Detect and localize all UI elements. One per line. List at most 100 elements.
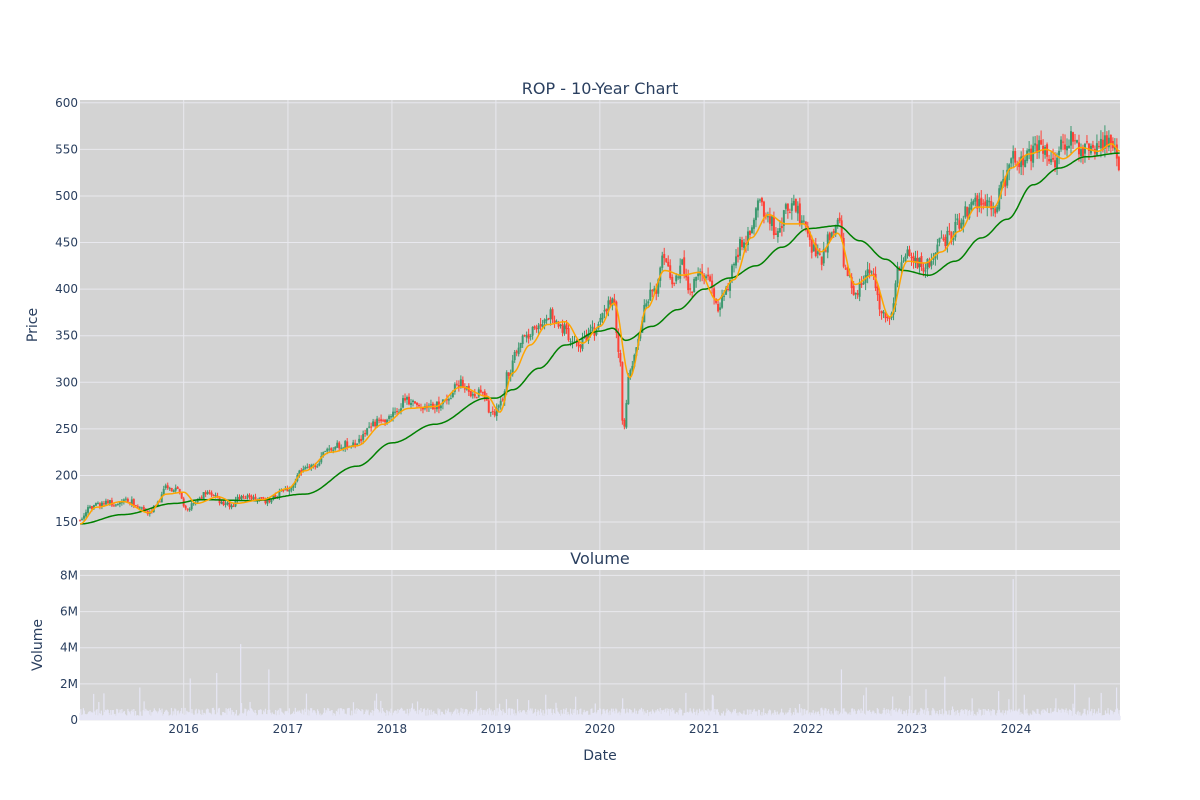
volume-bar <box>671 708 673 720</box>
volume-bar <box>758 709 760 720</box>
candle-body <box>990 201 993 210</box>
candle-body <box>906 249 909 256</box>
volume-bar <box>662 710 664 720</box>
volume-bar <box>218 707 220 720</box>
candle-body <box>1044 146 1047 155</box>
volume-bar <box>681 715 684 720</box>
volume-bar <box>485 710 487 720</box>
candle-body <box>332 449 335 451</box>
volume-bar <box>559 715 561 720</box>
volume-bar <box>953 711 955 720</box>
volume-bar <box>860 708 862 720</box>
volume-bar <box>1068 714 1070 720</box>
volume-bar <box>979 710 981 720</box>
volume-bar <box>351 710 353 720</box>
volume-bar <box>769 709 771 720</box>
volume-bar <box>1034 713 1036 720</box>
volume-bar <box>263 710 265 720</box>
candle-body <box>567 328 570 341</box>
volume-bar <box>975 715 978 720</box>
volume-bar <box>683 712 685 720</box>
volume-bar <box>610 714 612 720</box>
volume-bar <box>311 712 314 720</box>
volume-bar <box>155 711 157 720</box>
candle-body <box>860 283 863 286</box>
candle-body <box>485 397 488 401</box>
volume-bar <box>322 714 324 720</box>
volume-bar <box>739 711 741 720</box>
candle-body <box>952 237 955 240</box>
candle-body <box>184 505 187 509</box>
volume-bar <box>1074 714 1077 720</box>
volume-bar <box>880 714 883 720</box>
volume-bar <box>614 713 616 720</box>
volume-bar <box>478 709 480 720</box>
x-tick-label: 2021 <box>689 722 720 736</box>
candle-body <box>415 402 418 405</box>
candle-body <box>685 274 688 278</box>
candle-body <box>964 206 967 218</box>
volume-bar <box>534 708 537 720</box>
volume-bar <box>103 693 105 720</box>
volume-bar <box>880 713 882 720</box>
candle-body <box>657 279 660 294</box>
volume-bar <box>702 711 704 720</box>
volume-bar <box>466 709 468 720</box>
volume-bar <box>191 709 193 720</box>
candle-body <box>778 228 781 233</box>
candle-body <box>1030 148 1033 162</box>
volume-bar <box>286 711 288 720</box>
volume-bar <box>426 715 428 720</box>
volume-bar <box>329 711 331 720</box>
volume-bar <box>333 712 335 720</box>
volume-bar <box>667 711 669 720</box>
volume-bar <box>511 708 514 720</box>
volume-bar <box>433 710 435 720</box>
volume-bar <box>189 678 191 720</box>
volume-bar <box>1112 714 1114 720</box>
volume-bar <box>1075 714 1078 720</box>
volume-bar <box>606 709 608 720</box>
volume-bar <box>1028 715 1031 720</box>
volume-bar <box>321 714 323 720</box>
volume-bar <box>498 703 501 720</box>
volume-bar <box>263 712 266 720</box>
volume-bar <box>406 708 408 720</box>
volume-bar <box>544 713 546 720</box>
candle-body <box>240 495 243 500</box>
candle-body <box>615 301 618 334</box>
volume-bar <box>804 714 807 720</box>
volume-bar <box>936 711 938 720</box>
volume-bar <box>687 712 690 720</box>
candle-body <box>204 492 207 495</box>
volume-bar <box>599 708 602 720</box>
candle-body <box>667 261 670 267</box>
volume-bar <box>954 715 956 720</box>
volume-bar <box>663 709 665 720</box>
candle-body <box>382 420 385 422</box>
volume-bar <box>309 710 311 720</box>
volume-bar <box>799 712 801 720</box>
candle-body <box>826 234 829 253</box>
volume-bar <box>232 711 234 720</box>
volume-bar <box>374 700 376 720</box>
candle-body <box>1079 149 1082 157</box>
volume-bar <box>1086 715 1088 720</box>
volume-bar <box>815 711 817 720</box>
candle-body <box>374 421 377 427</box>
volume-bar <box>1056 711 1058 720</box>
volume-bar <box>929 715 931 720</box>
volume-bar <box>488 707 490 720</box>
volume-bar <box>933 709 935 720</box>
candle-body <box>200 497 203 499</box>
volume-bar <box>819 715 821 720</box>
volume-bar <box>325 709 327 720</box>
candle-body <box>1048 159 1051 162</box>
volume-bar <box>370 713 373 720</box>
volume-bar <box>1039 714 1041 720</box>
volume-bar <box>101 715 103 720</box>
candle-body <box>683 257 686 274</box>
volume-bar <box>369 712 372 720</box>
